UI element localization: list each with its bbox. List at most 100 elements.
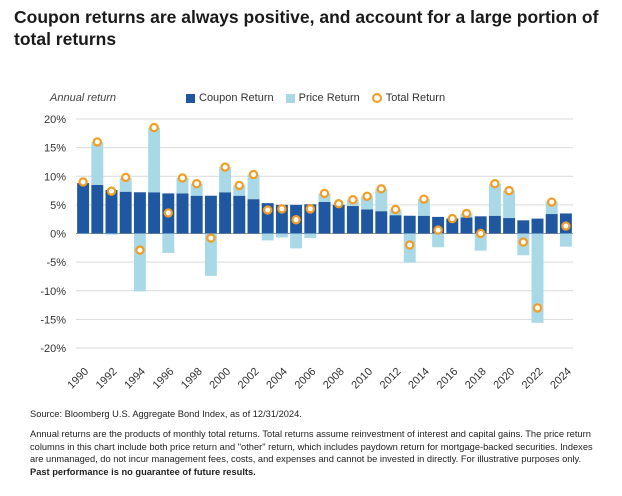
- chart-title: Coupon returns are always positive, and …: [14, 7, 599, 49]
- chart-notes: Source: Bloomberg U.S. Aggregate Bond In…: [30, 408, 596, 486]
- x-tick-label: 2010: [349, 366, 375, 392]
- coupon-bar: [176, 193, 189, 234]
- price-bar: [304, 233, 317, 239]
- coupon-bar: [318, 202, 331, 234]
- coupon-bar: [403, 215, 416, 234]
- coupon-bar: [346, 206, 359, 234]
- coupon-bar: [219, 192, 232, 234]
- price-bar: [503, 190, 516, 219]
- performance-disclaimer: Past performance is no guarantee of futu…: [30, 467, 256, 478]
- total-return-marker: [476, 228, 486, 239]
- x-tick-label: 2014: [406, 366, 432, 392]
- coupon-bar: [261, 203, 274, 234]
- total-return-marker: [263, 205, 273, 215]
- legend-item-total: Total Return: [371, 92, 446, 104]
- price-bar: [190, 183, 203, 196]
- y-tick-label: -15%: [40, 314, 66, 326]
- price-bar: [162, 233, 175, 253]
- total-return-marker: [376, 184, 386, 194]
- total-return-marker: [461, 208, 472, 219]
- y-tick-label: -20%: [40, 343, 66, 355]
- price-bar: [559, 233, 572, 247]
- total-return-marker: [234, 180, 244, 191]
- y-tick-label: -10%: [40, 286, 66, 298]
- coupon-bar: [432, 216, 445, 234]
- x-tick-label: 1990: [65, 366, 91, 392]
- x-tick-label: 2002: [236, 366, 262, 392]
- total-return-marker: [220, 162, 230, 172]
- coupon-bar: [375, 211, 388, 234]
- total-return-marker: [78, 177, 88, 187]
- total-return-marker: [277, 204, 287, 214]
- x-tick-label: 1998: [179, 366, 205, 392]
- total-return-marker: [177, 173, 188, 183]
- total-return-marker: [191, 178, 202, 189]
- price-bar: [488, 183, 501, 216]
- total-return-marker: [362, 191, 372, 201]
- total-return-marker: [348, 195, 358, 205]
- coupon-bar: [275, 204, 288, 234]
- total-return-marker: [305, 204, 315, 214]
- price-bar: [119, 177, 132, 192]
- coupon-bar: [233, 195, 246, 234]
- footnote: Annual returns are the products of month…: [30, 428, 596, 479]
- coupon-bar: [247, 199, 260, 234]
- x-tick-label: 1994: [122, 366, 148, 392]
- y-tick-label: 0%: [50, 229, 66, 241]
- price-bar: [77, 233, 90, 235]
- coupon-bar: [119, 191, 132, 234]
- price-bar: [247, 174, 260, 200]
- legend-label-price: Price Return: [298, 92, 360, 104]
- price-bar: [275, 233, 288, 238]
- price-bar: [233, 185, 246, 196]
- x-tick-label: 2004: [264, 366, 290, 392]
- price-bar: [105, 233, 118, 235]
- legend-label-total: Total Return: [385, 92, 446, 104]
- price-bar: [375, 188, 388, 212]
- x-tick-label: 2006: [293, 366, 319, 392]
- total-return-marker: [532, 303, 543, 313]
- total-return-marker: [504, 185, 514, 196]
- total-return-marker: [433, 225, 443, 235]
- x-tick-label: 2020: [491, 366, 517, 392]
- legend-item-coupon: Coupon Return: [186, 92, 274, 104]
- price-bar: [219, 167, 232, 193]
- coupon-bar: [91, 184, 104, 234]
- total-return-marker: [561, 221, 571, 231]
- y-tick-label: 20%: [44, 114, 66, 126]
- total-return-marker: [135, 245, 145, 255]
- coupon-bar: [204, 195, 217, 234]
- total-return-marker: [419, 194, 429, 204]
- total-return-marker: [405, 240, 415, 250]
- price-bar: [545, 201, 558, 215]
- price-bar: [261, 233, 274, 241]
- coupon-bar: [133, 192, 146, 234]
- y-tick-label: 15%: [44, 143, 66, 155]
- coupon-bar: [474, 216, 487, 234]
- coupon-bar: [446, 218, 459, 234]
- legend-swatch-coupon: [186, 93, 195, 103]
- bar-chart: 20% 15% 10% 5% 0% -5% -10% -15% -20% 1990 1992 1994…: [40, 114, 574, 392]
- coupon-bar: [488, 215, 501, 234]
- price-bar: [133, 233, 146, 292]
- price-bar: [290, 233, 303, 249]
- x-tick-label: 2024: [548, 366, 574, 392]
- price-bar: [432, 233, 445, 248]
- legend-swatch-total: [371, 93, 382, 103]
- total-return-marker: [149, 122, 159, 133]
- coupon-bar: [77, 183, 90, 234]
- total-return-marker: [518, 237, 529, 247]
- coupon-bar: [389, 215, 402, 234]
- price-bar: [148, 127, 161, 193]
- price-bar: [361, 196, 374, 210]
- total-return-marker: [390, 204, 401, 215]
- total-return-marker: [92, 137, 103, 147]
- price-bar: [531, 233, 544, 323]
- price-bar: [417, 199, 430, 216]
- coupon-bar: [460, 217, 473, 234]
- total-return-marker: [490, 178, 500, 189]
- coupon-bar: [190, 195, 203, 234]
- legend-swatch-price: [285, 93, 295, 103]
- x-tick-label: 2022: [520, 366, 546, 392]
- x-tick-label: 1992: [94, 366, 120, 392]
